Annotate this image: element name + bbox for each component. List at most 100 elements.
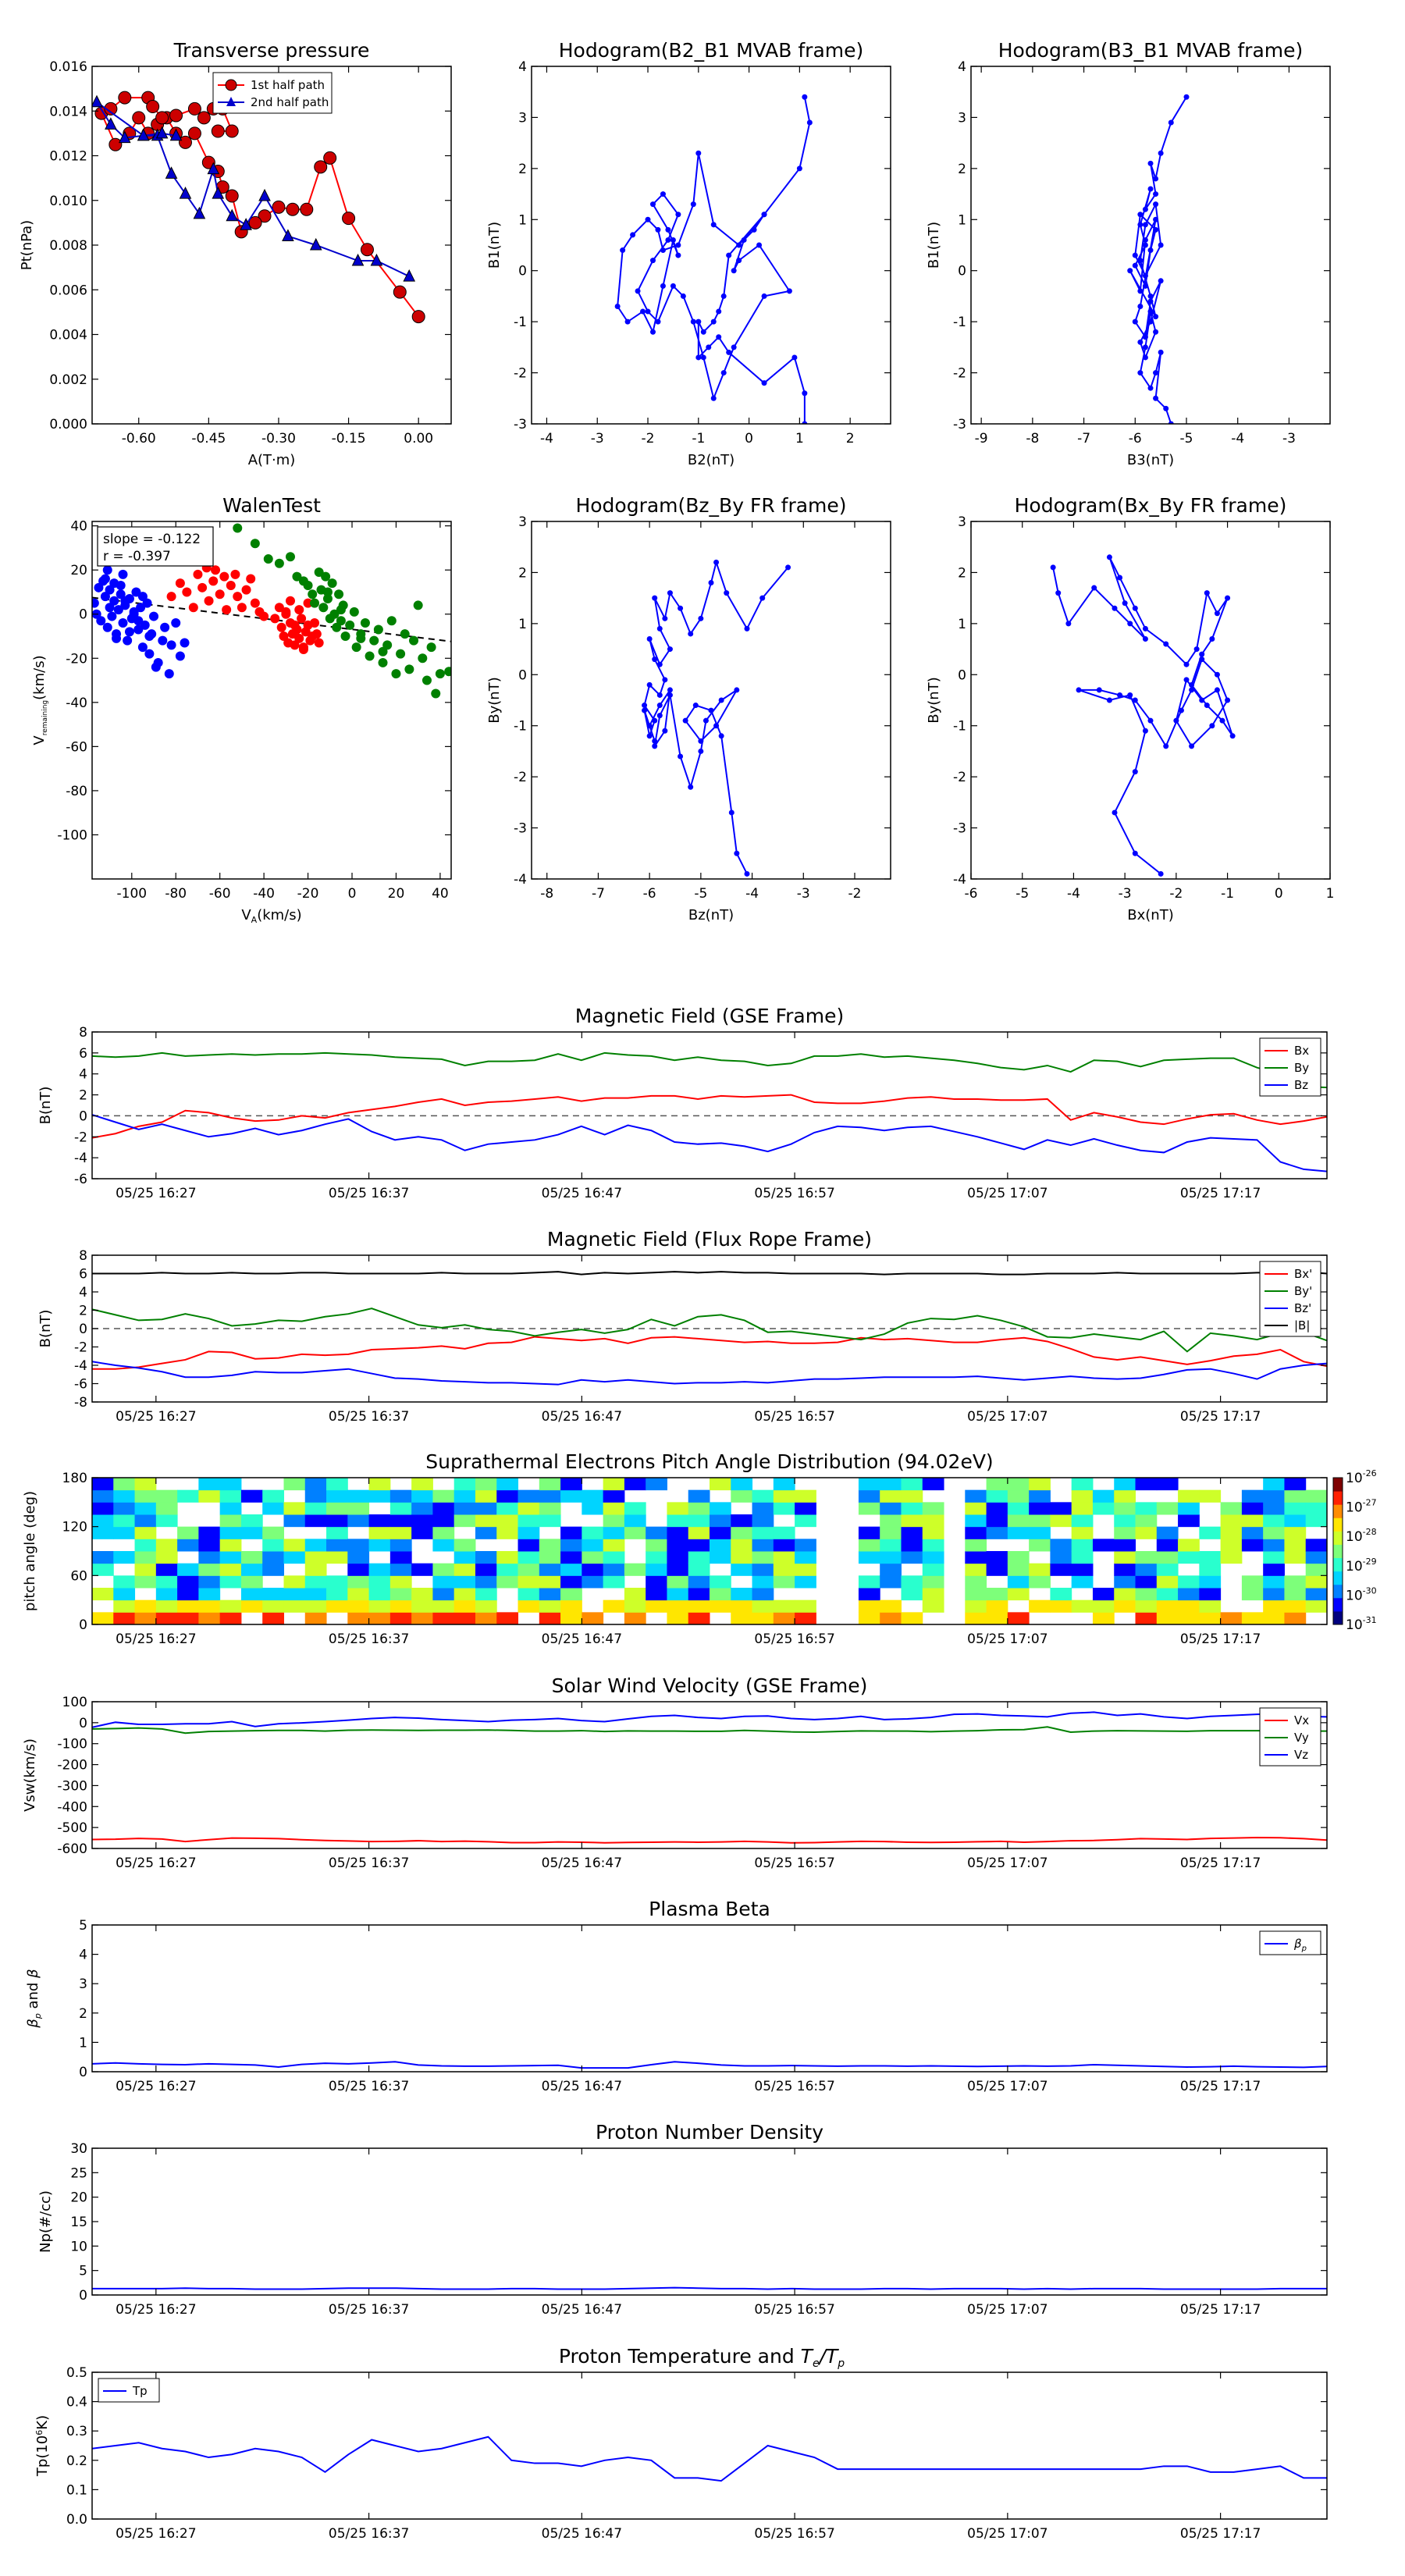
- heatmap-cell: [646, 1563, 667, 1576]
- legend-label: Tp: [132, 2384, 148, 2398]
- heatmap-cell: [731, 1526, 753, 1539]
- plot-frame: [91, 1701, 1328, 1849]
- legend: 1st half path 2nd half path: [212, 72, 333, 114]
- heatmap-cell: [582, 1539, 604, 1552]
- heatmap-cell: [1178, 1502, 1200, 1515]
- data-point: [670, 283, 676, 289]
- data-point: [308, 589, 318, 600]
- data-point: [720, 293, 727, 299]
- plot-area: [1127, 94, 1190, 424]
- heatmap-cell: [667, 1563, 689, 1576]
- y-axis-label: B(nT): [37, 1310, 54, 1348]
- heatmap-cell: [986, 1612, 1008, 1624]
- heatmap-cell: [1071, 1489, 1094, 1503]
- data-point: [378, 657, 388, 667]
- plot-frame: [91, 1031, 1328, 1179]
- heatmap-cell: [389, 1502, 412, 1515]
- x-tick-label: -40: [253, 886, 275, 902]
- data-point: [263, 554, 273, 564]
- heatmap-cell: [795, 1612, 816, 1624]
- data-point: [630, 232, 636, 238]
- series-line-2: [92, 1361, 1327, 1386]
- heatmap-cell: [368, 1588, 391, 1601]
- heatmap-cell: [496, 1563, 519, 1576]
- annotation-line: slope = -0.122: [103, 532, 201, 547]
- heatmap-cell: [901, 1526, 923, 1539]
- data-point: [1199, 656, 1205, 663]
- data-point: [400, 629, 410, 639]
- heatmap-cell: [731, 1563, 753, 1576]
- heatmap-cell: [1305, 1514, 1327, 1528]
- heatmap-cell: [646, 1551, 667, 1564]
- heatmap-cell: [710, 1514, 731, 1528]
- x-tick-label: -7: [592, 886, 605, 902]
- heatmap-cell: [1050, 1551, 1072, 1564]
- heatmap-cell: [624, 1588, 646, 1601]
- legend: βp: [1259, 1930, 1321, 1955]
- data-point: [144, 632, 155, 642]
- time-tick-label: 05/25 16:37: [329, 2079, 409, 2094]
- heatmap-cell: [1135, 1502, 1158, 1515]
- data-point: [741, 237, 747, 243]
- y-tick-label: 3: [79, 1976, 87, 1992]
- heatmap-cell: [1092, 1588, 1115, 1601]
- data-point: [662, 728, 668, 734]
- data-point: [118, 618, 128, 628]
- heatmap-cell: [667, 1551, 689, 1564]
- time-tick-label: 05/25 16:47: [542, 1631, 622, 1647]
- heatmap-cell: [1178, 1489, 1200, 1503]
- heatmap-cell: [496, 1575, 519, 1589]
- x-tick-label: -4: [1231, 431, 1244, 447]
- heatmap-cell: [432, 1588, 455, 1601]
- data-point: [751, 226, 757, 233]
- time-tick-label: 05/25 17:07: [967, 1856, 1048, 1871]
- heatmap-cell: [518, 1526, 540, 1539]
- y-tick-label: -300: [57, 1778, 87, 1794]
- heatmap-cell: [134, 1575, 157, 1589]
- data-point: [1142, 354, 1148, 361]
- heatmap-cell: [1199, 1612, 1222, 1624]
- heatmap-cell: [965, 1588, 987, 1601]
- heatmap-cell: [432, 1514, 455, 1528]
- heatmap-cell: [1092, 1612, 1115, 1624]
- y-tick-label: 3: [518, 110, 527, 126]
- data-point: [175, 651, 185, 661]
- data-point: [233, 523, 243, 533]
- data-point: [1112, 605, 1118, 611]
- data-point: [695, 150, 702, 156]
- data-point: [728, 809, 735, 816]
- y-tick-label: 20: [70, 563, 87, 578]
- data-point: [222, 605, 232, 615]
- heatmap-cell: [454, 1551, 476, 1564]
- heatmap-cell: [432, 1502, 455, 1515]
- data-point: [298, 642, 308, 653]
- y-tick-label: 0: [958, 667, 966, 683]
- data-point: [208, 576, 219, 586]
- x-axis-label-sub: A: [251, 915, 258, 925]
- data-point: [212, 187, 225, 199]
- x-tick-label: -3: [591, 431, 604, 447]
- heatmap-cell: [1071, 1478, 1094, 1491]
- heatmap-cell: [283, 1478, 306, 1491]
- heatmap-cell: [1284, 1575, 1307, 1589]
- heatmap-cell: [134, 1563, 157, 1576]
- heatmap-cell: [1114, 1489, 1136, 1503]
- heatmap-cell: [518, 1551, 540, 1564]
- y-tick-label: 0: [958, 264, 966, 279]
- heatmap-cell: [710, 1599, 731, 1613]
- heatmap-cell: [389, 1539, 412, 1552]
- data-point: [698, 738, 704, 744]
- x-tick-label: -4: [540, 431, 553, 447]
- data-point: [285, 596, 295, 606]
- data-point: [710, 395, 717, 401]
- data-point: [204, 596, 214, 606]
- heatmap-cell: [134, 1612, 157, 1624]
- y-tick-label: 40: [70, 519, 87, 535]
- heatmap-cell: [1284, 1526, 1307, 1539]
- plot-area: [92, 523, 451, 699]
- data-point: [1137, 339, 1144, 345]
- heatmap-cell: [518, 1588, 540, 1601]
- data-point: [744, 625, 750, 632]
- data-point: [113, 605, 123, 615]
